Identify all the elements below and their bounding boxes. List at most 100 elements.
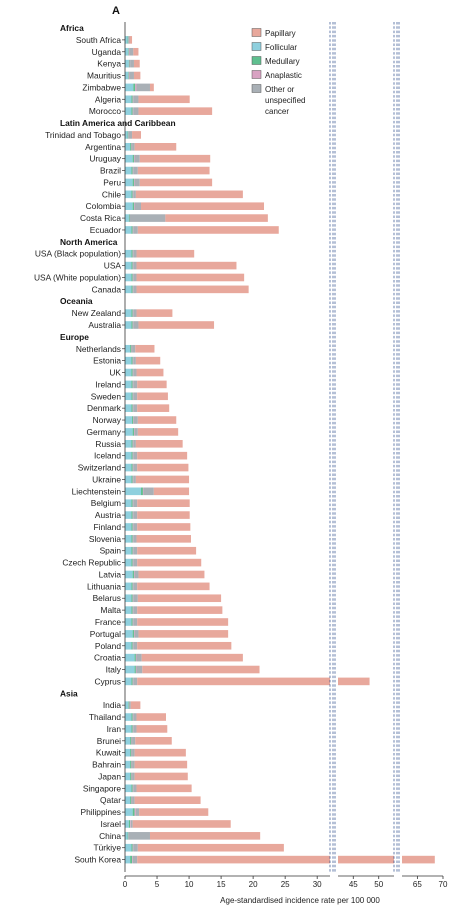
bar-segment-other bbox=[133, 392, 138, 401]
bar-segment-other bbox=[133, 261, 137, 270]
country-label: Latvia bbox=[99, 569, 122, 579]
x-tick-label: 0 bbox=[123, 880, 128, 889]
bar-segment-follicular bbox=[125, 392, 132, 401]
bar-segment-follicular bbox=[125, 368, 132, 377]
bar-segment-other bbox=[133, 166, 138, 175]
bar-segment-other bbox=[133, 713, 137, 721]
bar-segment-other bbox=[133, 273, 137, 282]
bar-segment-medullary bbox=[127, 131, 129, 139]
country-label: Israel bbox=[101, 819, 122, 829]
bar-segment-follicular bbox=[125, 47, 129, 56]
bar-segment-medullary bbox=[131, 309, 133, 317]
bar-segment-papillary bbox=[137, 618, 229, 626]
country-label: Türkiye bbox=[94, 843, 122, 853]
bar-segment-anaplastic bbox=[132, 404, 134, 412]
bar-segment-medullary bbox=[141, 487, 143, 496]
country-label: Iran bbox=[107, 724, 122, 734]
country-label: Czech Republic bbox=[62, 558, 121, 568]
bar-segment-follicular bbox=[125, 214, 129, 222]
bar-segment-medullary bbox=[131, 166, 133, 175]
country-label: Portugal bbox=[90, 629, 121, 639]
bar-segment-follicular bbox=[125, 321, 132, 329]
bar-segment-follicular bbox=[125, 487, 142, 496]
country-label: Belarus bbox=[93, 593, 121, 603]
country-label: Argentina bbox=[85, 142, 121, 152]
bar-segment-anaplastic bbox=[133, 154, 135, 163]
country-label: Ukraine bbox=[92, 474, 121, 484]
bar-segment-anaplastic bbox=[128, 71, 130, 80]
bar-segment-papillary bbox=[138, 107, 213, 115]
bar-segment-papillary bbox=[136, 273, 245, 282]
country-label: Spain bbox=[100, 546, 122, 556]
bar-segment-papillary bbox=[136, 285, 249, 294]
bar-segment-anaplastic bbox=[132, 451, 134, 460]
bar-segment-medullary bbox=[131, 713, 133, 721]
bar-segment-medullary bbox=[127, 36, 129, 44]
bar-segment-medullary bbox=[128, 59, 130, 68]
bar-segment-papillary bbox=[136, 249, 195, 258]
bar-segment-medullary bbox=[130, 344, 132, 353]
bar-segment-medullary bbox=[131, 594, 133, 603]
country-label: South Africa bbox=[76, 35, 122, 45]
bar-segment-other bbox=[132, 772, 135, 781]
region-label: Latin America and Caribbean bbox=[60, 118, 176, 128]
bar-segment-other bbox=[133, 618, 138, 626]
bar-segment-papillary bbox=[137, 380, 167, 389]
bar-segment-follicular bbox=[125, 725, 132, 733]
country-label: Bahrain bbox=[92, 760, 121, 770]
bar-segment-anaplastic bbox=[132, 356, 134, 365]
bar-segment-other bbox=[136, 83, 150, 92]
bar-segment-papillary bbox=[137, 594, 222, 603]
bar-segment-papillary bbox=[149, 832, 261, 840]
bar-segment-other bbox=[130, 820, 133, 828]
bar-segment-other bbox=[133, 677, 138, 686]
bar-segment-follicular bbox=[125, 71, 129, 80]
bar-segment-papillary bbox=[165, 214, 268, 222]
bar-segment-follicular bbox=[125, 309, 132, 317]
country-label: Slovenia bbox=[89, 534, 121, 544]
bar-segment-medullary bbox=[132, 570, 134, 579]
bar-segment-anaplastic bbox=[132, 380, 134, 389]
panel-label: A bbox=[112, 5, 120, 17]
bar-segment-anaplastic bbox=[129, 59, 131, 68]
bar-segment-medullary bbox=[131, 285, 133, 294]
bar-segment-anaplastic bbox=[133, 570, 135, 579]
country-label: Switzerland bbox=[78, 463, 122, 473]
bar-segment-other bbox=[133, 249, 137, 258]
bar-segment-medullary bbox=[134, 653, 136, 662]
bar-segment-medullary bbox=[132, 630, 134, 638]
bar-segment-other bbox=[132, 760, 135, 769]
bar-segment-medullary bbox=[133, 83, 136, 92]
bar-segment-follicular bbox=[125, 95, 132, 104]
bar-segment-medullary bbox=[131, 606, 133, 614]
bar-segment-medullary bbox=[130, 737, 132, 745]
country-label: France bbox=[95, 617, 121, 627]
country-label: Colombia bbox=[86, 201, 122, 211]
bar-segment-follicular bbox=[125, 416, 133, 424]
bar-segment-follicular bbox=[125, 261, 132, 270]
bar-segment-medullary bbox=[131, 558, 133, 567]
bar-segment-other bbox=[129, 214, 166, 222]
legend-swatch bbox=[251, 56, 262, 65]
legend-label: unspecified bbox=[265, 96, 305, 105]
bar-segment-medullary bbox=[131, 475, 133, 484]
bar-segment-other bbox=[134, 428, 138, 436]
bar-segment-papillary bbox=[139, 154, 211, 163]
bar-segment-papillary bbox=[139, 808, 209, 816]
legend-label: Medullary bbox=[265, 57, 300, 66]
bar-segment-anaplastic bbox=[130, 820, 131, 828]
bar-segment-papillary bbox=[137, 226, 279, 234]
bar-segment-medullary bbox=[131, 523, 133, 531]
bar-segment-medullary bbox=[128, 820, 131, 828]
bar-segment-anaplastic bbox=[131, 796, 133, 804]
bar-segment-papillary bbox=[133, 71, 141, 80]
bar-segment-medullary bbox=[132, 808, 135, 816]
bar-segment-other bbox=[132, 143, 135, 151]
bar-segment-papillary bbox=[137, 546, 197, 555]
bar-segment-anaplastic bbox=[132, 475, 134, 484]
bar-segment-other bbox=[133, 95, 139, 104]
bar-segment-anaplastic bbox=[132, 392, 134, 401]
bar-segment-papillary bbox=[135, 475, 190, 484]
bar-segment-other bbox=[129, 47, 134, 56]
bar-segment-follicular bbox=[125, 677, 132, 686]
